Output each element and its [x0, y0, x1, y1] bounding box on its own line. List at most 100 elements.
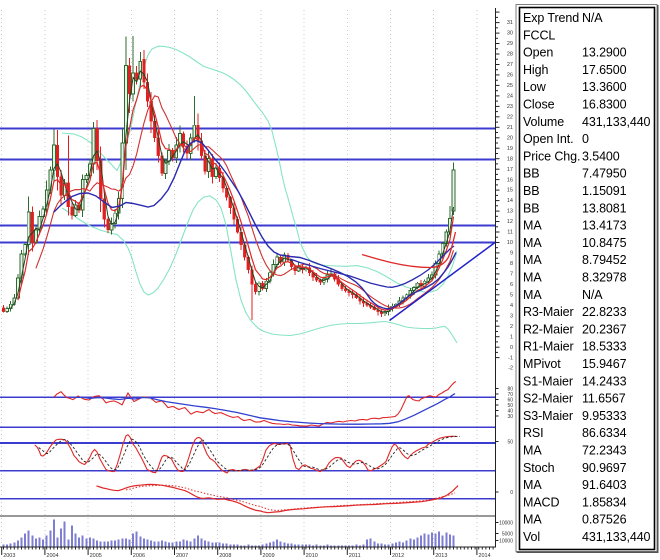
- svg-text:31: 31: [507, 20, 513, 26]
- svg-text:11: 11: [507, 230, 513, 236]
- svg-text:80: 80: [507, 387, 513, 393]
- svg-text:2009: 2009: [262, 553, 274, 559]
- svg-text:3: 3: [510, 313, 513, 319]
- svg-text:27: 27: [507, 62, 513, 68]
- svg-text:4: 4: [510, 303, 513, 309]
- svg-text:Close: Close: [523, 98, 555, 112]
- svg-text:0.87526: 0.87526: [582, 513, 627, 527]
- svg-text:Volume: Volume: [523, 115, 564, 129]
- svg-text:50: 50: [507, 440, 513, 446]
- svg-text:8: 8: [510, 261, 513, 267]
- svg-text:86.6334: 86.6334: [582, 426, 627, 440]
- svg-text:N/A: N/A: [582, 288, 603, 302]
- svg-text:BB: BB: [523, 184, 539, 198]
- svg-text:91.6403: 91.6403: [582, 478, 627, 492]
- svg-text:BB: BB: [523, 201, 539, 215]
- svg-text:7: 7: [510, 272, 513, 278]
- svg-text:26: 26: [507, 73, 513, 79]
- svg-text:8.79452: 8.79452: [582, 253, 627, 267]
- svg-text:2008: 2008: [219, 553, 231, 559]
- svg-text:-1: -1: [508, 355, 513, 361]
- svg-text:431,133,440: 431,133,440: [582, 530, 651, 544]
- svg-text:1: 1: [510, 334, 513, 340]
- svg-text:R3-Maier: R3-Maier: [523, 305, 574, 319]
- svg-text:50: 50: [507, 403, 513, 409]
- svg-text:10000: 10000: [499, 539, 513, 545]
- svg-text:60: 60: [507, 398, 513, 404]
- svg-text:High: High: [523, 63, 548, 77]
- svg-text:13.4173: 13.4173: [582, 219, 627, 233]
- svg-text:MA: MA: [523, 219, 542, 233]
- svg-text:28: 28: [507, 52, 513, 58]
- svg-text:16: 16: [507, 177, 513, 183]
- svg-text:S3-Maier: S3-Maier: [523, 409, 573, 423]
- svg-text:R2-Maier: R2-Maier: [523, 322, 574, 336]
- svg-text:2003: 2003: [3, 553, 15, 559]
- svg-text:11.6567: 11.6567: [582, 392, 626, 406]
- svg-text:Stoch: Stoch: [523, 461, 555, 475]
- svg-text:19: 19: [507, 146, 513, 152]
- svg-text:13.2900: 13.2900: [582, 46, 627, 60]
- svg-text:10.8475: 10.8475: [582, 236, 627, 250]
- svg-text:MA: MA: [523, 288, 542, 302]
- svg-text:90.9697: 90.9697: [582, 461, 627, 475]
- svg-text:FCCL: FCCL: [523, 28, 555, 42]
- svg-text:Vol: Vol: [523, 530, 540, 544]
- svg-text:7.47950: 7.47950: [582, 167, 627, 181]
- svg-text:Exp Trend: Exp Trend: [523, 11, 579, 25]
- svg-text:29: 29: [507, 41, 513, 47]
- svg-text:5: 5: [510, 292, 513, 298]
- svg-text:431,133,440: 431,133,440: [582, 115, 651, 129]
- svg-text:6: 6: [510, 282, 513, 288]
- svg-text:0: 0: [510, 490, 513, 496]
- svg-text:18.5333: 18.5333: [582, 340, 627, 354]
- svg-text:2007: 2007: [176, 553, 188, 559]
- svg-text:MA: MA: [523, 478, 542, 492]
- svg-text:30: 30: [507, 414, 513, 420]
- svg-text:20.2367: 20.2367: [582, 322, 627, 336]
- svg-text:0: 0: [582, 132, 589, 146]
- svg-text:-2: -2: [508, 366, 513, 372]
- svg-text:S1-Maier: S1-Maier: [523, 374, 573, 388]
- svg-text:2: 2: [510, 324, 513, 330]
- svg-text:2012: 2012: [392, 553, 404, 559]
- svg-text:N/A: N/A: [582, 11, 603, 25]
- svg-text:15: 15: [507, 188, 513, 194]
- svg-text:72.2343: 72.2343: [582, 444, 627, 458]
- svg-text:15.9467: 15.9467: [582, 357, 627, 371]
- svg-text:Low: Low: [523, 80, 547, 94]
- svg-text:R1-Maier: R1-Maier: [523, 340, 574, 354]
- svg-text:25: 25: [507, 83, 513, 89]
- svg-text:13: 13: [507, 209, 513, 215]
- svg-text:13.8081: 13.8081: [582, 201, 627, 215]
- svg-text:Open: Open: [523, 46, 553, 60]
- svg-text:Open Int.: Open Int.: [523, 132, 574, 146]
- svg-text:Price Chg.: Price Chg.: [523, 149, 580, 163]
- svg-text:MPivot: MPivot: [523, 357, 561, 371]
- svg-text:2013: 2013: [435, 553, 447, 559]
- svg-text:MA: MA: [523, 513, 542, 527]
- svg-text:18: 18: [507, 156, 513, 162]
- svg-text:0: 0: [510, 345, 513, 351]
- svg-text:12: 12: [507, 219, 513, 225]
- svg-text:9.95333: 9.95333: [582, 409, 627, 423]
- svg-text:1.15091: 1.15091: [582, 184, 627, 198]
- svg-text:10: 10: [507, 240, 513, 246]
- svg-text:MA: MA: [523, 236, 542, 250]
- svg-text:2011: 2011: [349, 553, 361, 559]
- svg-text:14: 14: [507, 198, 513, 204]
- svg-text:30: 30: [507, 31, 513, 37]
- svg-text:3.5400: 3.5400: [582, 149, 620, 163]
- svg-text:16.8300: 16.8300: [582, 98, 627, 112]
- svg-text:70: 70: [507, 392, 513, 398]
- svg-text:MA: MA: [523, 253, 542, 267]
- svg-text:17.6500: 17.6500: [582, 63, 627, 77]
- svg-text:40: 40: [507, 409, 513, 415]
- svg-text:MA: MA: [523, 271, 542, 285]
- svg-text:13.3600: 13.3600: [582, 80, 627, 94]
- svg-text:1.85834: 1.85834: [582, 495, 627, 509]
- svg-text:22.8233: 22.8233: [582, 305, 627, 319]
- svg-text:RSI: RSI: [523, 426, 544, 440]
- svg-text:MACD: MACD: [523, 495, 559, 509]
- svg-text:24: 24: [507, 94, 513, 100]
